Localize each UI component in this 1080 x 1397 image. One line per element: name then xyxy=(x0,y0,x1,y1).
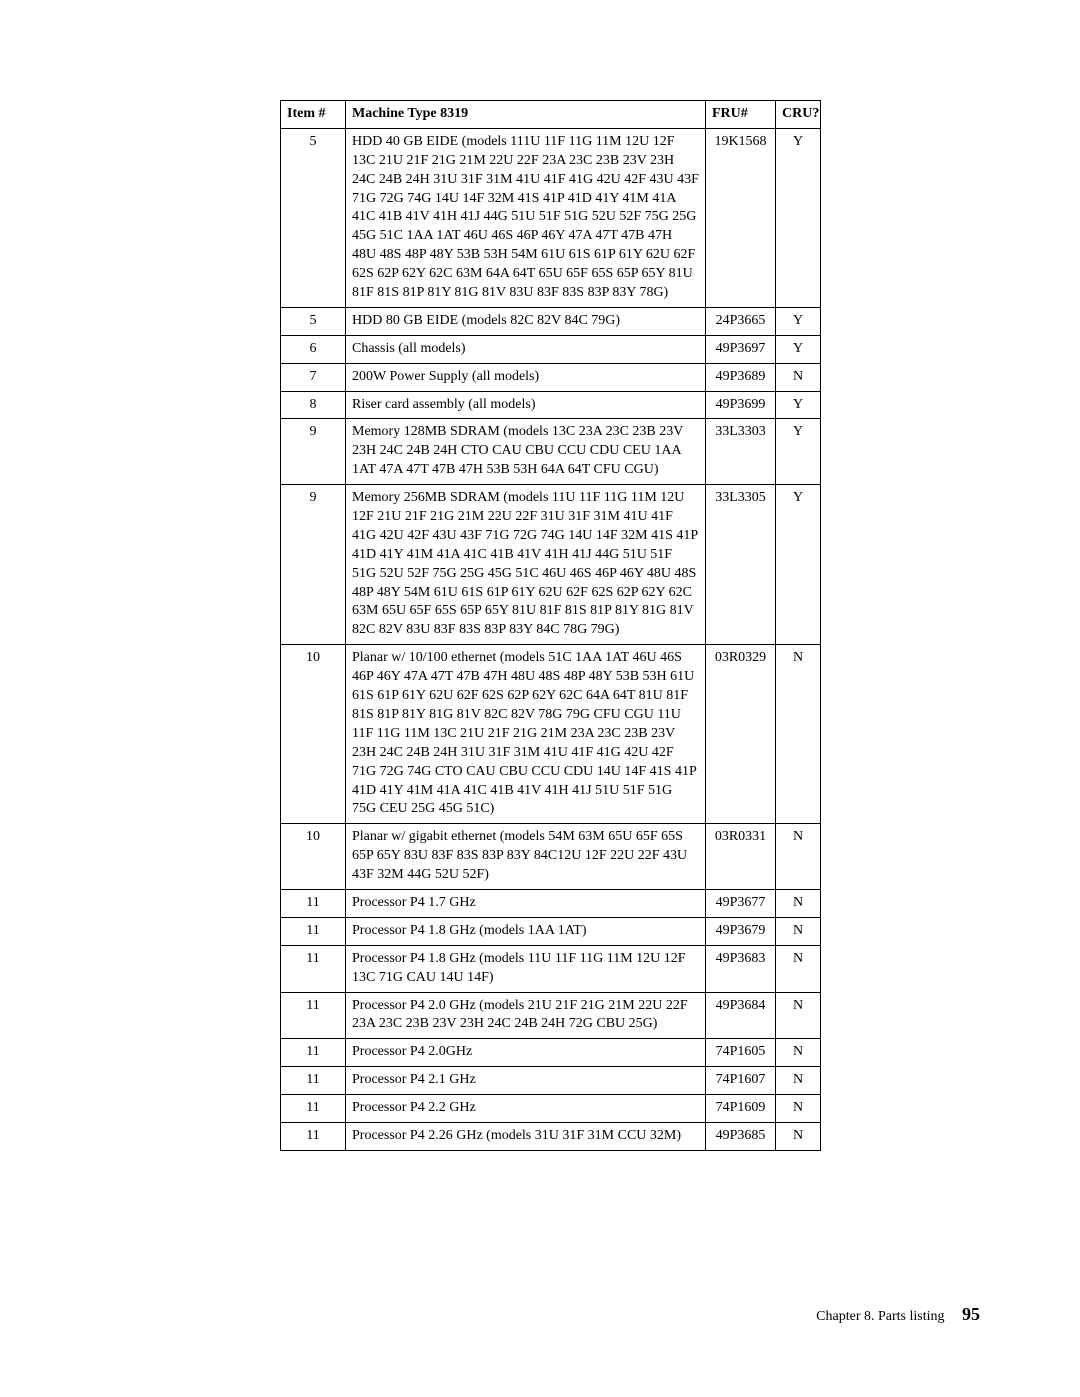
cell-cru: N xyxy=(776,1095,821,1123)
cell-fru: 49P3697 xyxy=(706,335,776,363)
cell-desc: Memory 256MB SDRAM (models 11U 11F 11G 1… xyxy=(346,485,706,645)
cell-fru: 49P3683 xyxy=(706,945,776,992)
cell-desc: Processor P4 1.8 GHz (models 11U 11F 11G… xyxy=(346,945,706,992)
cell-item: 11 xyxy=(281,1095,346,1123)
cell-desc: Processor P4 2.2 GHz xyxy=(346,1095,706,1123)
cell-fru: 49P3685 xyxy=(706,1122,776,1150)
col-header-cru: CRU? xyxy=(776,101,821,129)
table-row: 11Processor P4 1.7 GHz49P3677N xyxy=(281,889,821,917)
cell-desc: 200W Power Supply (all models) xyxy=(346,363,706,391)
cell-fru: 49P3699 xyxy=(706,391,776,419)
table-row: 11Processor P4 2.1 GHz74P1607N xyxy=(281,1067,821,1095)
col-header-desc: Machine Type 8319 xyxy=(346,101,706,129)
cell-cru: Y xyxy=(776,307,821,335)
cell-cru: N xyxy=(776,1067,821,1095)
parts-table: Item # Machine Type 8319 FRU# CRU? 5HDD … xyxy=(280,100,821,1151)
cell-cru: Y xyxy=(776,485,821,645)
table-row: 10Planar w/ gigabit ethernet (models 54M… xyxy=(281,824,821,890)
cell-desc: Chassis (all models) xyxy=(346,335,706,363)
cell-item: 10 xyxy=(281,645,346,824)
cell-cru: N xyxy=(776,992,821,1039)
table-row: 10Planar w/ 10/100 ethernet (models 51C … xyxy=(281,645,821,824)
cell-item: 5 xyxy=(281,307,346,335)
cell-fru: 49P3684 xyxy=(706,992,776,1039)
cell-fru: 49P3689 xyxy=(706,363,776,391)
cell-cru: Y xyxy=(776,391,821,419)
table-header: Item # Machine Type 8319 FRU# CRU? xyxy=(281,101,821,129)
cell-cru: N xyxy=(776,1122,821,1150)
cell-fru: 24P3665 xyxy=(706,307,776,335)
cell-cru: Y xyxy=(776,128,821,307)
cell-desc: Processor P4 2.0 GHz (models 21U 21F 21G… xyxy=(346,992,706,1039)
cell-item: 11 xyxy=(281,992,346,1039)
cell-item: 9 xyxy=(281,485,346,645)
cell-fru: 33L3303 xyxy=(706,419,776,485)
cell-item: 6 xyxy=(281,335,346,363)
cell-cru: N xyxy=(776,917,821,945)
page-footer: Chapter 8. Parts listing 95 xyxy=(816,1304,980,1325)
cell-desc: Processor P4 1.7 GHz xyxy=(346,889,706,917)
cell-desc: Planar w/ gigabit ethernet (models 54M 6… xyxy=(346,824,706,890)
cell-fru: 03R0329 xyxy=(706,645,776,824)
table-row: 11Processor P4 2.0 GHz (models 21U 21F 2… xyxy=(281,992,821,1039)
cell-desc: Processor P4 1.8 GHz (models 1AA 1AT) xyxy=(346,917,706,945)
cell-desc: HDD 80 GB EIDE (models 82C 82V 84C 79G) xyxy=(346,307,706,335)
table-body: 5HDD 40 GB EIDE (models 111U 11F 11G 11M… xyxy=(281,128,821,1150)
cell-item: 7 xyxy=(281,363,346,391)
table-row: 9Memory 128MB SDRAM (models 13C 23A 23C … xyxy=(281,419,821,485)
col-header-item: Item # xyxy=(281,101,346,129)
table-row: 11Processor P4 2.2 GHz74P1609N xyxy=(281,1095,821,1123)
cell-desc: Memory 128MB SDRAM (models 13C 23A 23C 2… xyxy=(346,419,706,485)
cell-cru: Y xyxy=(776,335,821,363)
cell-fru: 33L3305 xyxy=(706,485,776,645)
cell-fru: 19K1568 xyxy=(706,128,776,307)
cell-cru: Y xyxy=(776,419,821,485)
cell-desc: Riser card assembly (all models) xyxy=(346,391,706,419)
cell-fru: 74P1605 xyxy=(706,1039,776,1067)
cell-item: 11 xyxy=(281,945,346,992)
cell-cru: N xyxy=(776,889,821,917)
col-header-fru: FRU# xyxy=(706,101,776,129)
cell-cru: N xyxy=(776,1039,821,1067)
table-row: 11Processor P4 1.8 GHz (models 11U 11F 1… xyxy=(281,945,821,992)
cell-desc: Processor P4 2.0GHz xyxy=(346,1039,706,1067)
cell-cru: N xyxy=(776,645,821,824)
cell-fru: 03R0331 xyxy=(706,824,776,890)
table-row: 5HDD 80 GB EIDE (models 82C 82V 84C 79G)… xyxy=(281,307,821,335)
cell-item: 5 xyxy=(281,128,346,307)
document-page: Item # Machine Type 8319 FRU# CRU? 5HDD … xyxy=(0,0,1080,1397)
table-row: 7200W Power Supply (all models)49P3689N xyxy=(281,363,821,391)
cell-desc: HDD 40 GB EIDE (models 111U 11F 11G 11M … xyxy=(346,128,706,307)
cell-cru: N xyxy=(776,824,821,890)
cell-item: 10 xyxy=(281,824,346,890)
table-row: 11Processor P4 1.8 GHz (models 1AA 1AT)4… xyxy=(281,917,821,945)
cell-fru: 74P1607 xyxy=(706,1067,776,1095)
table-row: 5HDD 40 GB EIDE (models 111U 11F 11G 11M… xyxy=(281,128,821,307)
table-row: 11Processor P4 2.0GHz74P1605N xyxy=(281,1039,821,1067)
cell-item: 11 xyxy=(281,917,346,945)
cell-desc: Processor P4 2.1 GHz xyxy=(346,1067,706,1095)
cell-desc: Planar w/ 10/100 ethernet (models 51C 1A… xyxy=(346,645,706,824)
cell-item: 11 xyxy=(281,1122,346,1150)
table-row: 6Chassis (all models)49P3697Y xyxy=(281,335,821,363)
footer-page-number: 95 xyxy=(962,1304,980,1324)
cell-fru: 49P3679 xyxy=(706,917,776,945)
table-row: 11Processor P4 2.26 GHz (models 31U 31F … xyxy=(281,1122,821,1150)
cell-cru: N xyxy=(776,945,821,992)
cell-item: 11 xyxy=(281,1039,346,1067)
table-row: 8Riser card assembly (all models)49P3699… xyxy=(281,391,821,419)
cell-item: 11 xyxy=(281,1067,346,1095)
table-row: 9Memory 256MB SDRAM (models 11U 11F 11G … xyxy=(281,485,821,645)
footer-chapter: Chapter 8. Parts listing xyxy=(816,1309,944,1324)
cell-fru: 49P3677 xyxy=(706,889,776,917)
cell-item: 9 xyxy=(281,419,346,485)
cell-cru: N xyxy=(776,363,821,391)
cell-desc: Processor P4 2.26 GHz (models 31U 31F 31… xyxy=(346,1122,706,1150)
cell-item: 8 xyxy=(281,391,346,419)
cell-fru: 74P1609 xyxy=(706,1095,776,1123)
cell-item: 11 xyxy=(281,889,346,917)
